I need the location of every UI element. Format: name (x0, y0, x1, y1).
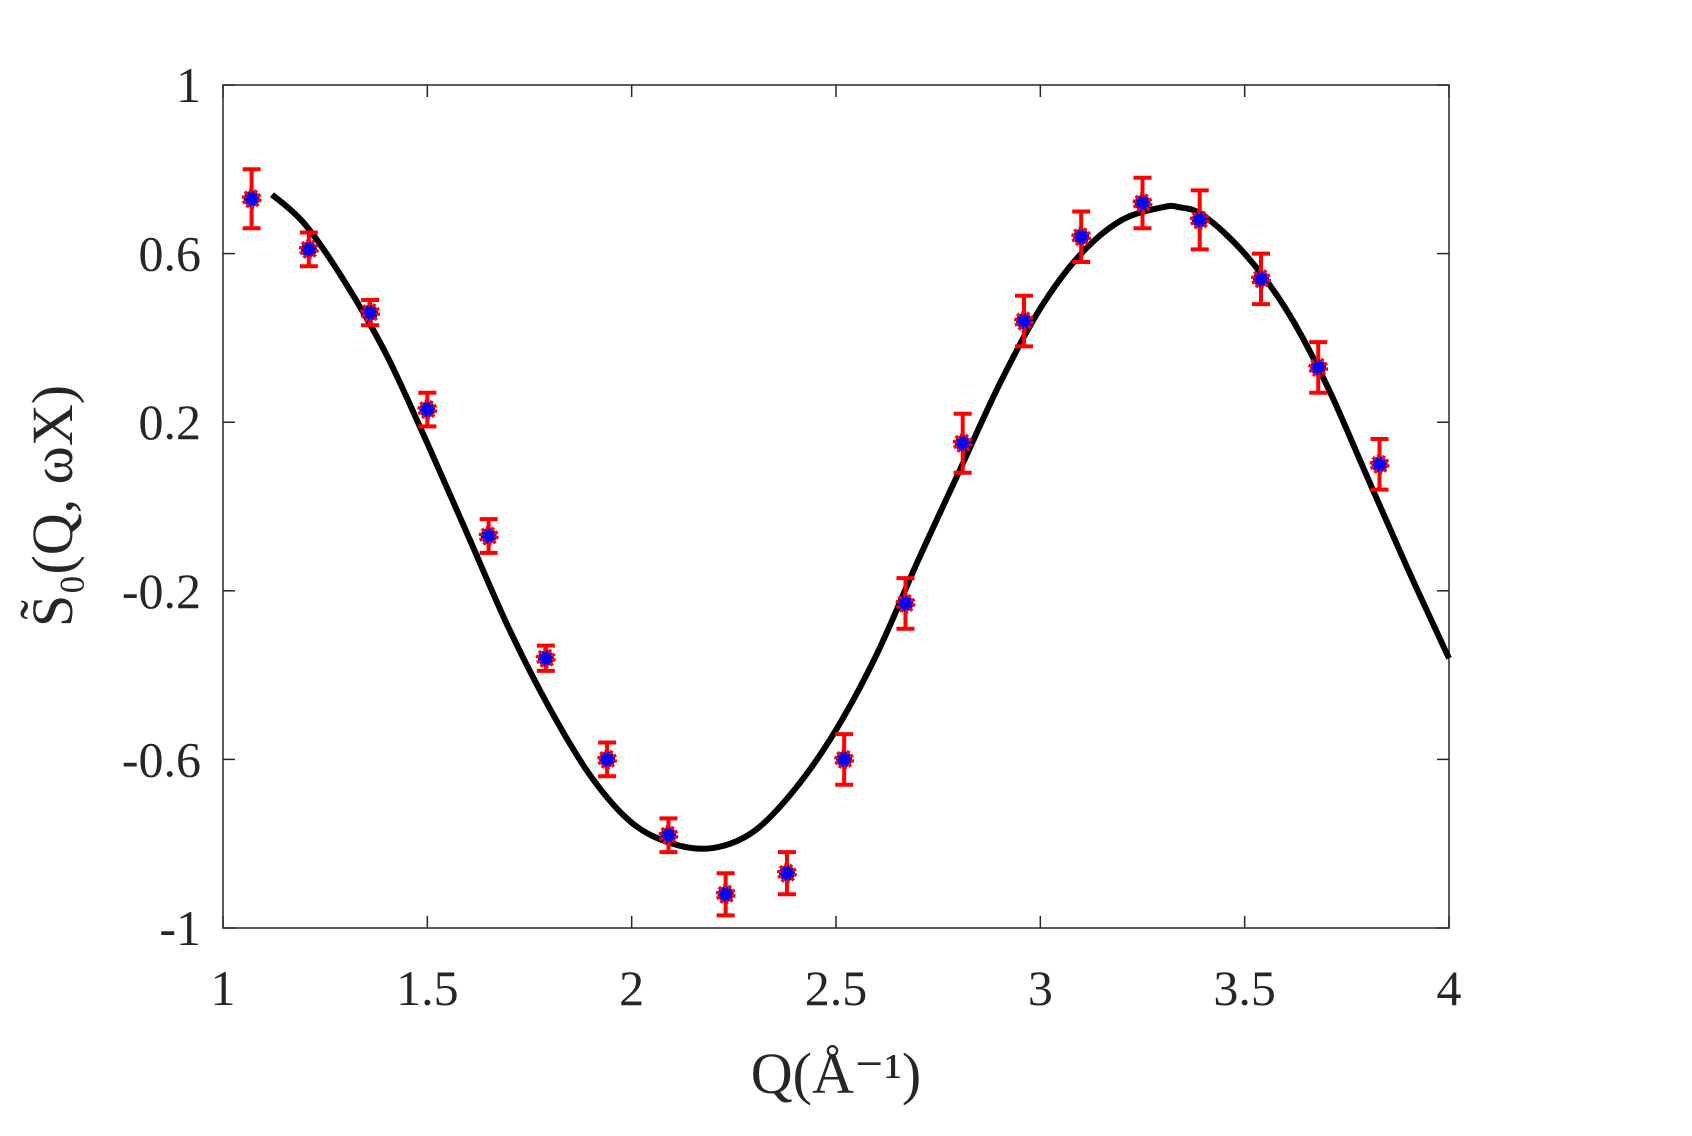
point-marker (1189, 209, 1210, 230)
x-tick-label: 1 (211, 960, 236, 1016)
point-marker (1251, 268, 1272, 289)
point-marker (895, 593, 916, 614)
point-marker (241, 188, 262, 209)
data-point (895, 576, 916, 631)
point-marker (535, 648, 556, 669)
x-tick-label: 2.5 (805, 960, 868, 1016)
y-axis-label: S̃₀(Q, ωX) (20, 385, 85, 627)
data-point (952, 411, 973, 475)
x-tick-label: 1.5 (396, 960, 459, 1016)
data-point (535, 643, 556, 673)
x-tick-labels: 1 1.5 2 2.5 3 3.5 4 (211, 960, 1462, 1016)
y-tick-label: 1 (176, 57, 201, 113)
point-marker (1132, 193, 1153, 214)
data-points-group (241, 167, 1390, 918)
data-point (1251, 251, 1272, 307)
point-marker (1071, 226, 1092, 247)
point-marker (1308, 357, 1329, 378)
point-marker (298, 239, 319, 260)
y-tick-label: 0.6 (139, 226, 202, 282)
ticks (222, 84, 1450, 929)
data-point (1189, 188, 1210, 252)
data-point (1071, 209, 1092, 265)
point-marker (417, 399, 438, 420)
point-marker (952, 433, 973, 454)
data-point (776, 850, 797, 897)
data-point (1369, 437, 1390, 492)
y-tick-label: -0.6 (122, 731, 201, 787)
data-point (715, 871, 736, 918)
y-tick-labels: 1 0.6 0.2 -0.2 -0.6 -1 (122, 57, 201, 956)
point-marker (776, 863, 797, 884)
data-point (360, 297, 381, 328)
point-marker (715, 884, 736, 905)
data-point (241, 167, 262, 231)
data-point (417, 390, 438, 429)
y-tick-label: 0.2 (139, 394, 202, 450)
y-tick-label: -1 (159, 900, 201, 956)
point-marker (658, 825, 679, 846)
data-point (1013, 293, 1034, 349)
point-marker (834, 749, 855, 770)
y-tick-label: -0.2 (122, 563, 201, 619)
point-marker (597, 749, 618, 770)
data-point (658, 816, 679, 855)
x-tick-label: 3 (1028, 960, 1053, 1016)
x-tick-label: 4 (1437, 960, 1462, 1016)
data-point (298, 230, 319, 269)
x-tick-label: 2 (619, 960, 644, 1016)
point-marker (1369, 454, 1390, 475)
data-point (1308, 340, 1329, 395)
x-tick-label: 3.5 (1213, 960, 1276, 1016)
point-marker (360, 302, 381, 323)
plot-area (222, 84, 1450, 929)
x-axis-label: Q(Å⁻¹) (751, 1041, 921, 1106)
point-marker (478, 526, 499, 547)
data-point (834, 732, 855, 787)
data-point (478, 517, 499, 555)
point-marker (1013, 311, 1034, 332)
data-point (1132, 175, 1153, 231)
data-point (597, 740, 618, 779)
